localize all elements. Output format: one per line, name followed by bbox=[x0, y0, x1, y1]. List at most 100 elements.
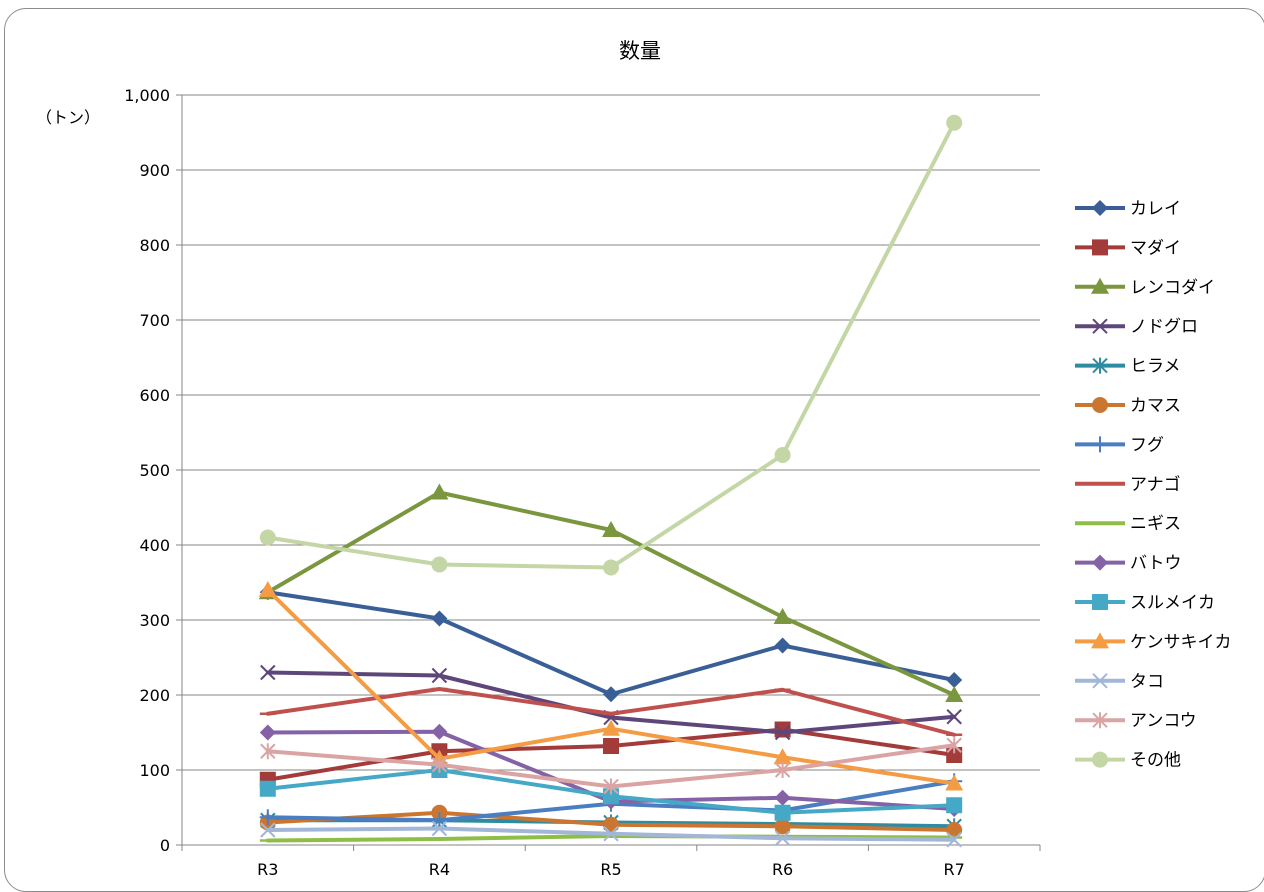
legend-label: ヒラメ bbox=[1130, 357, 1181, 377]
legend-entry: アナゴ bbox=[1075, 474, 1181, 495]
legend-entry: マダイ bbox=[1075, 238, 1181, 258]
legend-label: ノドグロ bbox=[1130, 317, 1198, 337]
legend-entry: カレイ bbox=[1075, 199, 1181, 219]
data-point bbox=[946, 672, 963, 688]
data-point bbox=[603, 826, 619, 842]
data-point bbox=[259, 780, 276, 797]
data-point bbox=[431, 756, 448, 773]
data-point bbox=[259, 724, 276, 741]
data-point bbox=[946, 737, 962, 754]
legend-marker bbox=[1092, 200, 1108, 216]
y-tick-label: 200 bbox=[139, 686, 170, 705]
series-11 bbox=[259, 762, 963, 821]
y-tick-label: 500 bbox=[139, 461, 170, 480]
y-tick-label: 600 bbox=[139, 386, 170, 405]
series-line bbox=[265, 727, 957, 782]
data-point bbox=[774, 789, 791, 806]
series-4 bbox=[260, 664, 962, 741]
legend-marker bbox=[1091, 632, 1109, 649]
legend-marker bbox=[1092, 397, 1108, 413]
data-point bbox=[258, 581, 277, 597]
y-tick-label: 100 bbox=[139, 761, 170, 780]
data-point bbox=[602, 719, 620, 736]
data-point bbox=[774, 830, 791, 846]
series-3 bbox=[258, 483, 964, 702]
x-tick-label: R5 bbox=[600, 860, 621, 879]
data-point bbox=[774, 721, 791, 738]
data-point bbox=[945, 686, 964, 702]
legend-label: スルメイカ bbox=[1130, 593, 1215, 613]
data-point bbox=[773, 748, 792, 765]
legend-entry: フグ bbox=[1075, 435, 1164, 455]
gridlines bbox=[182, 94, 1040, 771]
legend-entry: ニギス bbox=[1075, 514, 1181, 534]
legend-entry: ノドグロ bbox=[1075, 317, 1198, 337]
data-point bbox=[602, 521, 620, 537]
chart-title: 数量 bbox=[619, 39, 661, 63]
y-tick-label: 0 bbox=[160, 836, 170, 855]
legend: カレイマダイレンコダイノドグロヒラメカマスフグアナゴニギスバトウスルメイカケンサ… bbox=[1075, 199, 1232, 771]
legend-marker bbox=[1092, 318, 1108, 334]
legend-entry: ヒラメ bbox=[1075, 357, 1181, 377]
data-point bbox=[774, 637, 791, 654]
data-point bbox=[946, 747, 963, 763]
legend-marker bbox=[1092, 594, 1108, 610]
legend-marker bbox=[1092, 239, 1108, 256]
legend-label: ニギス bbox=[1130, 514, 1181, 534]
data-point bbox=[946, 822, 963, 838]
data-point bbox=[603, 816, 619, 833]
y-tick-label: 700 bbox=[139, 311, 170, 330]
data-point bbox=[946, 797, 963, 814]
data-point bbox=[774, 724, 791, 741]
series-line bbox=[265, 120, 957, 570]
legend-entry: カマス bbox=[1075, 396, 1181, 416]
series-6 bbox=[259, 804, 963, 838]
legend-label: カマス bbox=[1130, 396, 1181, 416]
legend-label: バトウ bbox=[1130, 554, 1182, 574]
legend-label: タコ bbox=[1130, 672, 1164, 692]
x-tick-label: R6 bbox=[772, 860, 793, 879]
data-point bbox=[259, 809, 276, 826]
legend-label: アナゴ bbox=[1130, 474, 1181, 495]
data-point bbox=[431, 820, 448, 837]
y-axis-unit-label: （トン） bbox=[36, 108, 100, 127]
series-13 bbox=[260, 820, 962, 848]
x-tick-label: R4 bbox=[429, 860, 450, 879]
data-point bbox=[946, 114, 963, 131]
legend-marker bbox=[1092, 357, 1108, 374]
legend-label: アンコウ bbox=[1130, 711, 1197, 731]
series-14 bbox=[260, 737, 962, 795]
series-15 bbox=[259, 114, 963, 576]
series-12 bbox=[258, 581, 964, 791]
data-point bbox=[603, 738, 619, 754]
data-point bbox=[946, 709, 962, 725]
legend-entry: その他 bbox=[1075, 751, 1181, 771]
series-layer bbox=[258, 114, 964, 848]
data-point bbox=[603, 686, 619, 703]
data-point bbox=[774, 762, 791, 778]
x-tick-label: R7 bbox=[944, 860, 965, 879]
data-point bbox=[946, 832, 962, 848]
legend-entry: レンコダイ bbox=[1075, 277, 1215, 298]
legend-marker bbox=[1092, 436, 1108, 453]
legend-label: マダイ bbox=[1130, 238, 1181, 258]
data-point bbox=[774, 818, 791, 835]
axes: 0 100 200 300 400 500 600 700 800 900 1,000 R3 R4 R5 R… bbox=[124, 86, 1041, 879]
legend-marker bbox=[1092, 554, 1108, 571]
legend-entry: ケンサキイカ bbox=[1075, 632, 1232, 652]
data-point bbox=[431, 812, 448, 829]
legend-entry: タコ bbox=[1075, 672, 1164, 692]
legend-entry: アンコウ bbox=[1075, 711, 1197, 731]
data-point bbox=[431, 723, 448, 740]
legend-marker bbox=[1092, 712, 1108, 729]
data-point bbox=[774, 804, 791, 821]
legend-label: レンコダイ bbox=[1130, 278, 1215, 298]
legend-marker bbox=[1092, 751, 1108, 768]
data-point bbox=[260, 743, 276, 760]
data-point bbox=[260, 822, 276, 838]
y-tick-label: 900 bbox=[139, 161, 170, 180]
legend-label: ケンサキイカ bbox=[1130, 632, 1232, 652]
legend-marker bbox=[1092, 673, 1108, 689]
legend-label: その他 bbox=[1130, 751, 1181, 771]
